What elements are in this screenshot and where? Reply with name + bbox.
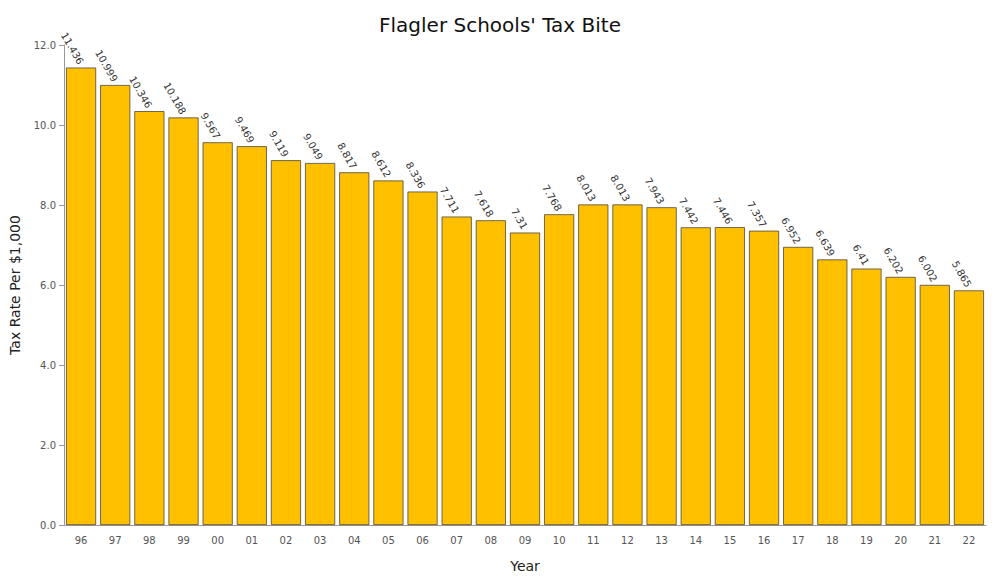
svg-text:05: 05 [382,535,395,546]
svg-text:08: 08 [484,535,497,546]
svg-text:97: 97 [109,535,122,546]
svg-text:9.469: 9.469 [233,115,257,145]
svg-text:7.357: 7.357 [745,199,769,229]
svg-text:8.0: 8.0 [40,200,56,211]
svg-text:2.0: 2.0 [40,440,56,451]
svg-text:4.0: 4.0 [40,360,56,371]
svg-text:09: 09 [519,535,532,546]
svg-text:10.999: 10.999 [93,48,120,84]
svg-text:11.436: 11.436 [59,31,86,67]
svg-text:07: 07 [450,535,463,546]
svg-text:12: 12 [621,535,634,546]
svg-text:11: 11 [587,535,600,546]
svg-text:10.346: 10.346 [127,74,154,110]
svg-text:9.567: 9.567 [199,111,223,141]
svg-text:6.952: 6.952 [779,215,803,245]
svg-text:15: 15 [724,535,737,546]
svg-text:6.002: 6.002 [916,253,940,283]
svg-text:8.013: 8.013 [574,173,598,203]
svg-text:13: 13 [655,535,668,546]
svg-text:7.618: 7.618 [472,189,496,219]
svg-text:18: 18 [826,535,839,546]
svg-text:99: 99 [177,535,190,546]
svg-text:22: 22 [963,535,976,546]
svg-text:14: 14 [689,535,702,546]
svg-text:17: 17 [792,535,805,546]
svg-text:19: 19 [860,535,873,546]
svg-text:7.442: 7.442 [677,196,701,226]
svg-text:7.768: 7.768 [540,183,564,213]
svg-text:5.865: 5.865 [950,259,974,289]
svg-text:8.817: 8.817 [335,141,359,171]
svg-text:96: 96 [75,535,88,546]
svg-text:02: 02 [280,535,293,546]
svg-text:Tax Rate Per $1,000: Tax Rate Per $1,000 [7,215,23,356]
svg-text:20: 20 [894,535,907,546]
svg-text:Year: Year [509,558,540,574]
svg-text:Flagler Schools' Tax Bite: Flagler Schools' Tax Bite [379,13,621,37]
svg-text:7.711: 7.711 [438,185,462,215]
svg-text:21: 21 [928,535,941,546]
svg-text:6.0: 6.0 [40,280,56,291]
svg-text:10.0: 10.0 [34,120,56,131]
svg-text:8.013: 8.013 [608,173,632,203]
svg-text:8.336: 8.336 [403,160,427,190]
svg-text:01: 01 [245,535,258,546]
svg-text:7.943: 7.943 [643,176,667,206]
svg-text:6.639: 6.639 [813,228,837,258]
svg-text:0.0: 0.0 [40,520,56,531]
svg-text:10.188: 10.188 [161,80,188,116]
svg-text:03: 03 [314,535,327,546]
svg-text:98: 98 [143,535,156,546]
svg-text:9.119: 9.119 [267,129,291,159]
svg-text:6.202: 6.202 [882,245,906,275]
svg-text:7.446: 7.446 [711,196,735,226]
svg-text:9.049: 9.049 [301,132,325,162]
svg-text:8.612: 8.612 [369,149,393,179]
svg-text:06: 06 [416,535,429,546]
svg-text:6.41: 6.41 [851,243,872,268]
svg-text:10: 10 [553,535,566,546]
svg-text:16: 16 [758,535,771,546]
svg-text:00: 00 [211,535,224,546]
svg-text:12.0: 12.0 [34,40,56,51]
svg-text:04: 04 [348,535,361,546]
svg-text:7.31: 7.31 [509,207,530,232]
